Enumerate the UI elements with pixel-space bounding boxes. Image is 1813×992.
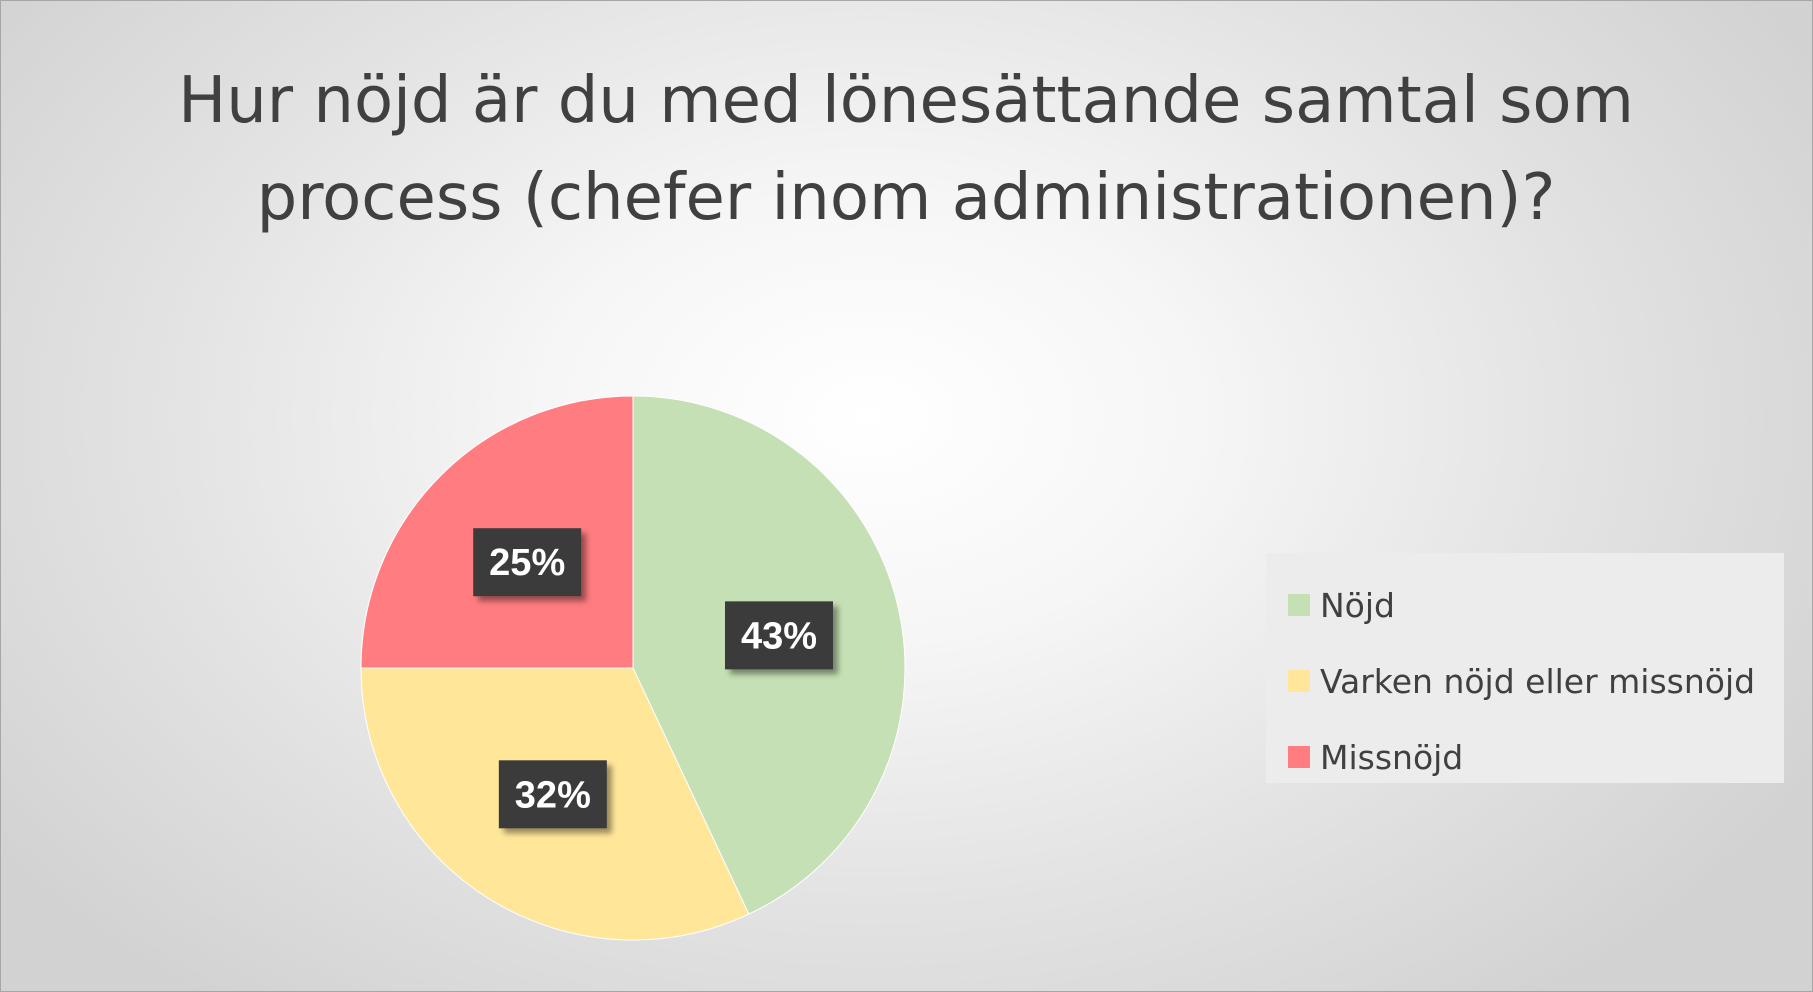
legend-label-varken: Varken nöjd eller missnöjd [1320, 661, 1756, 701]
data-label-text-missnojd: 25% [489, 542, 565, 584]
legend-item-varken: Varken nöjd eller missnöjd [1288, 643, 1784, 719]
data-label-nojd: 43% [724, 601, 833, 670]
legend-swatch-missnojd [1288, 746, 1310, 768]
data-label-text-varken: 32% [515, 774, 591, 816]
data-label-box-nojd [724, 601, 833, 670]
data-label-box-varken [498, 760, 607, 829]
legend-item-missnojd: Missnöjd [1288, 719, 1784, 795]
legend-item-nojd: Nöjd [1288, 567, 1784, 643]
legend-swatch-varken [1288, 670, 1310, 692]
data-label-box-missnojd [473, 528, 582, 597]
legend-swatch-nojd [1288, 594, 1310, 616]
data-label-missnojd: 25% [473, 528, 582, 597]
data-label-varken: 32% [498, 760, 607, 829]
legend-label-missnojd: Missnöjd [1320, 737, 1464, 777]
legend-label-nojd: Nöjd [1320, 585, 1395, 625]
legend: Nöjd Varken nöjd eller missnöjd Missnöjd [1266, 553, 1784, 783]
chart-title: Hur nöjd är du med lönesättande samtal s… [178, 64, 1634, 235]
data-label-text-nojd: 43% [741, 615, 817, 657]
